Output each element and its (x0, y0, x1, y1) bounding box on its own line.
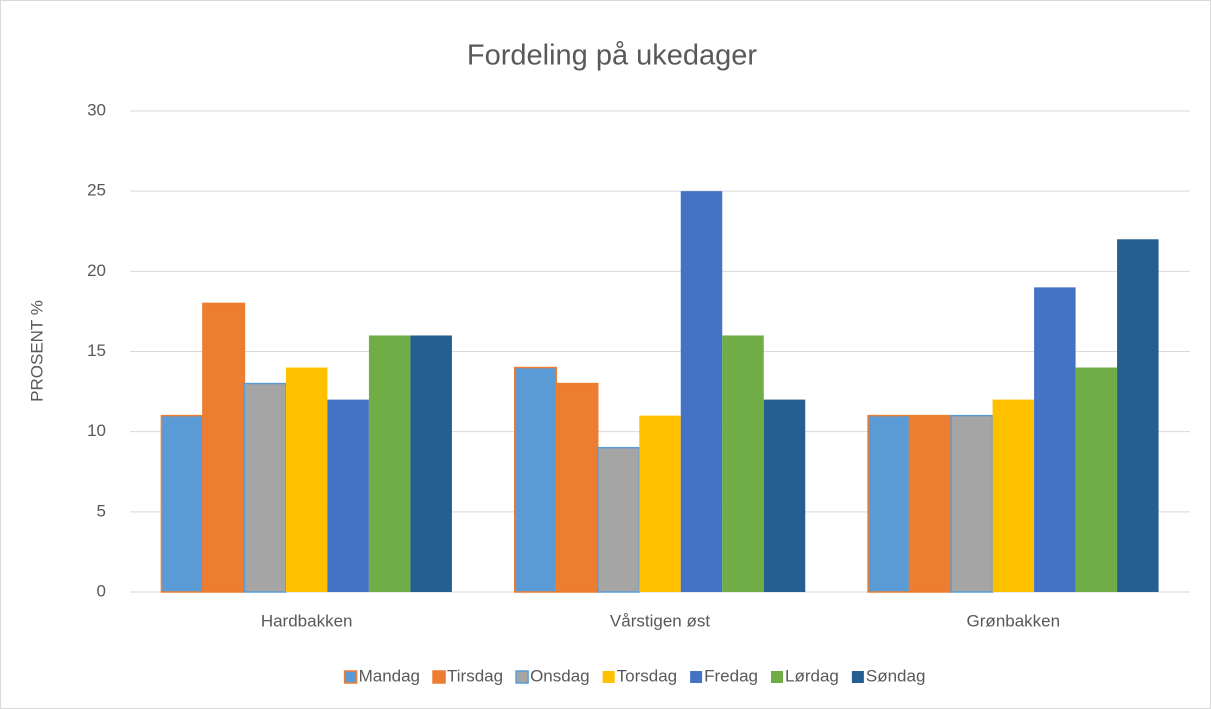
legend-label: Onsdag (530, 666, 590, 685)
bar (908, 414, 952, 593)
bar (1075, 367, 1118, 592)
legend-label: Søndag (866, 666, 926, 685)
legend-swatch (343, 670, 358, 684)
y-tick-label: 15 (87, 341, 106, 360)
y-tick-label: 25 (87, 181, 106, 200)
legend-label: Torsdag (617, 666, 677, 685)
legend-swatch (770, 671, 783, 683)
bar (202, 302, 246, 593)
legend-swatch (515, 670, 529, 684)
legend-label: Tirsdag (447, 666, 503, 685)
legend-label: Lørdag (785, 666, 839, 685)
chart-title: Fordeling på ukedager (467, 40, 758, 72)
bar (555, 382, 599, 593)
legend-swatch (690, 671, 703, 683)
legend-label: Fredag (704, 666, 758, 685)
legend-swatch (432, 670, 446, 684)
y-tick-label: 10 (87, 421, 106, 440)
bar (1117, 239, 1159, 592)
bar (1034, 287, 1076, 592)
bar (992, 399, 1035, 592)
bar (285, 367, 328, 592)
bar (763, 399, 806, 592)
x-tick-label: Vårstigen øst (610, 611, 710, 630)
legend-label: Mandag (359, 666, 420, 685)
legend-swatch (602, 671, 615, 683)
bar (639, 415, 681, 592)
bar (243, 382, 287, 593)
bar (160, 414, 204, 593)
bar (722, 335, 764, 592)
y-tick-label: 0 (97, 581, 106, 600)
legend-swatch (851, 671, 864, 683)
bar (680, 191, 723, 592)
x-tick-label: Grønbakken (967, 611, 1061, 630)
y-tick-label: 5 (97, 501, 106, 520)
bar (327, 399, 369, 592)
y-tick-label: 30 (87, 100, 106, 119)
bar (368, 335, 411, 592)
bar (597, 446, 640, 593)
bar (514, 366, 557, 593)
bar (410, 335, 452, 592)
y-tick-label: 20 (87, 261, 106, 280)
y-axis-label: PROSENT % (27, 300, 46, 402)
bar (867, 414, 911, 593)
bar (950, 414, 994, 593)
x-tick-label: Hardbakken (261, 611, 353, 630)
